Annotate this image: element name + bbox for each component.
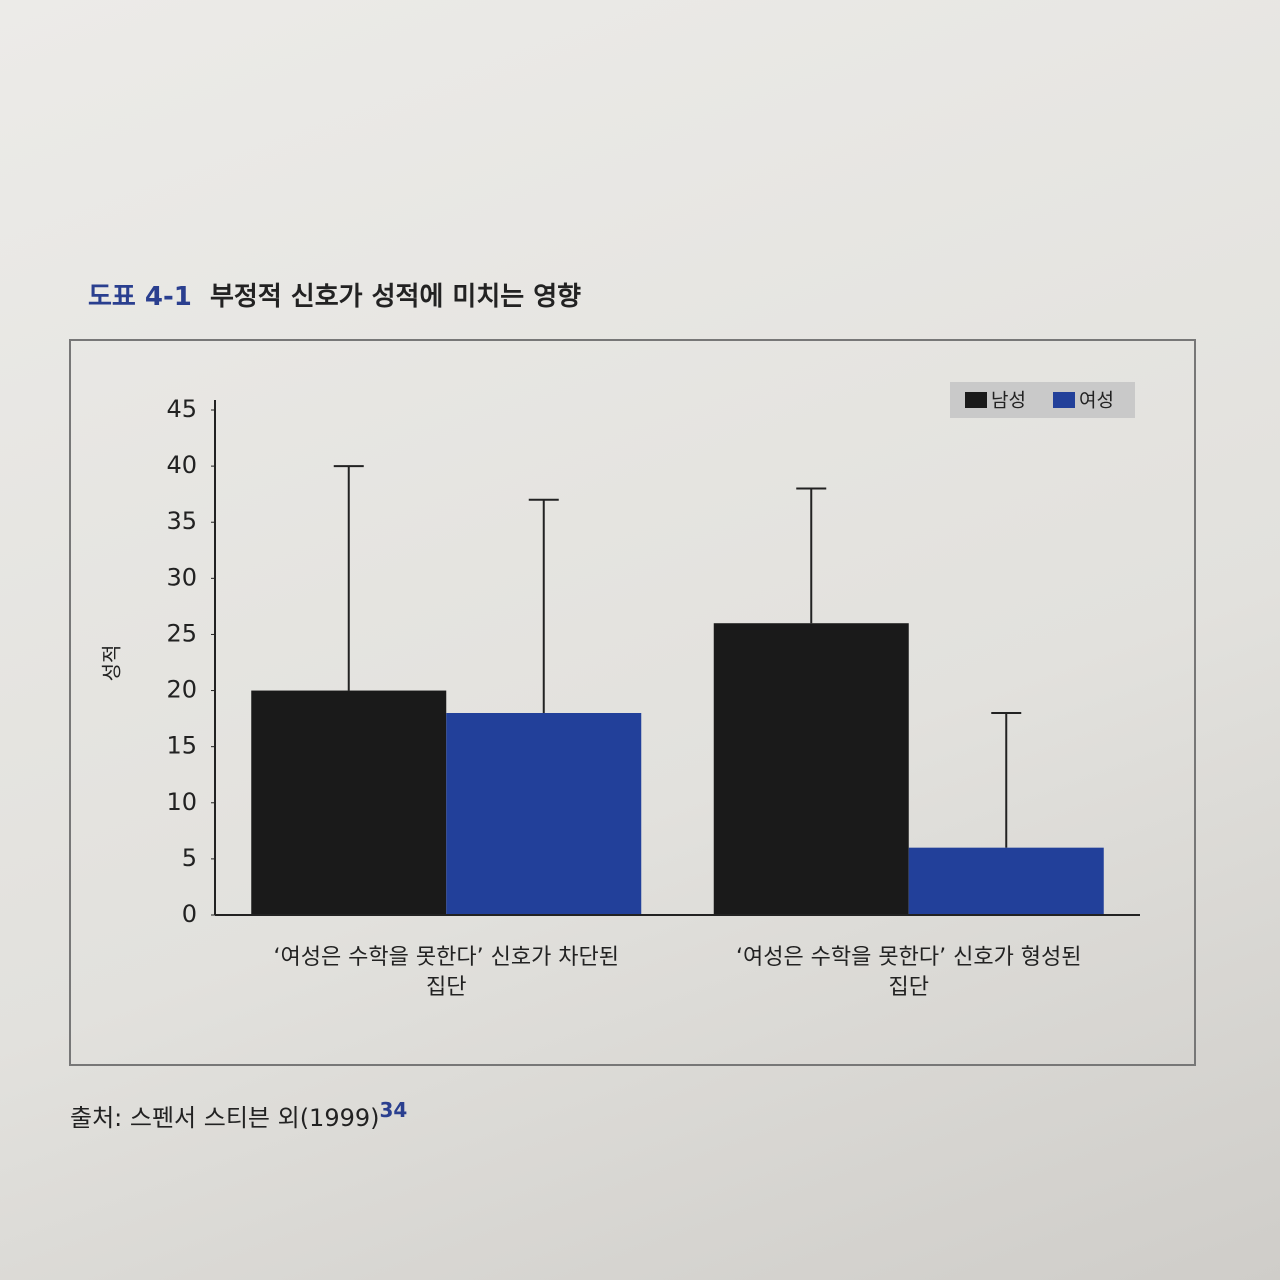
figure-label: 도표 4-1 (88, 282, 192, 312)
y-tick-label: 35 (166, 507, 197, 535)
y-tick-label: 40 (166, 451, 197, 479)
legend-label: 여성 (1079, 390, 1114, 412)
frame (69, 339, 1196, 1066)
y-tick-label: 10 (166, 788, 197, 816)
y-tick-label: 25 (166, 619, 197, 647)
bar (908, 847, 1104, 915)
x-tick-label: ‘여성은 수학을 못한다’ 신호가 형성된 집단 (735, 945, 1082, 1000)
legend-swatch (965, 392, 987, 408)
y-tick-label: 30 (166, 563, 197, 591)
y-tick-label: 20 (166, 676, 197, 704)
y-axis-label: 성적 (100, 645, 124, 682)
y-tick-label: 5 (182, 844, 197, 872)
y-tick-label: 45 (166, 395, 197, 423)
heading: 도표 4-1 부정적 신호가 성적에 미치는 영향 (88, 276, 581, 313)
bar (251, 690, 447, 915)
source-text: 출처: 스펜서 스티븐 외(1999) (70, 1104, 380, 1132)
legend-label: 남성 (991, 390, 1026, 412)
x-tick-label: ‘여성은 수학을 못한다’ 신호가 차단된 집단 (273, 945, 620, 1000)
legend-swatch (1053, 392, 1075, 408)
chart-title: 부정적 신호가 성적에 미치는 영향 (209, 282, 582, 312)
y-tick-label: 15 (166, 732, 197, 760)
y-tick-label: 0 (182, 900, 197, 928)
bar (713, 623, 909, 915)
bar (446, 713, 642, 915)
source-note: 34 (379, 1098, 408, 1122)
source: 출처: 스펜서 스티븐 외(1999)34 (70, 1098, 407, 1133)
